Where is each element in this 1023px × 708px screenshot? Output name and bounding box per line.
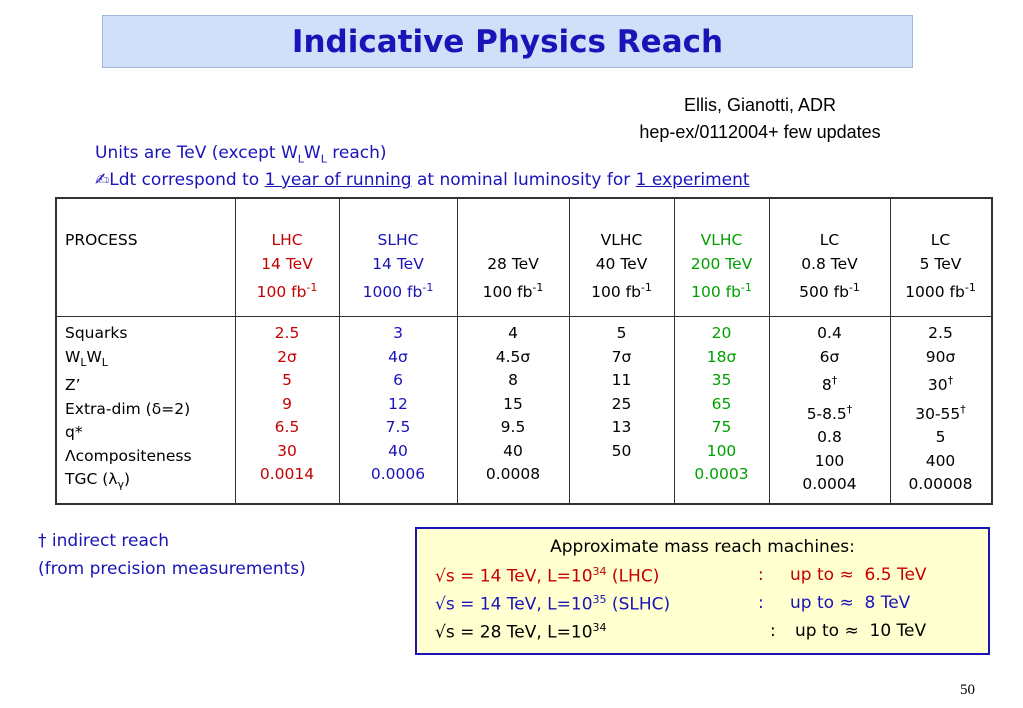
column-header-lc-5: LC 5 TeV 1000 fb-1 xyxy=(905,231,976,302)
mass-reach-row-28tev: √s = 28 TeV, L=1034 : up to ≈ 10 TeV xyxy=(435,621,927,643)
values-vlhc-200: 20 18σ 35 65 75 100 0.0003 xyxy=(694,324,749,483)
page-number: 50 xyxy=(960,682,975,698)
values-vlhc-40: 5 7σ 11 25 13 50 xyxy=(611,324,632,460)
values-slhc: 3 4σ 6 12 7.5 40 0.0006 xyxy=(370,324,426,483)
values-lc-08: 0.4 6σ 8† 5-8.5† 0.8 100 0.0004 xyxy=(802,324,857,494)
physics-reach-table: PROCESS LHC 14 TeV 100 fb-1 SLHC 14 TeV … xyxy=(55,197,993,505)
column-header-vlhc-40: VLHC 40 TeV 100 fb-1 xyxy=(591,231,652,302)
luminosity-note: ✍Ldt correspond to 1 year of running at … xyxy=(95,170,750,190)
title-bar: Indicative Physics Reach xyxy=(102,15,913,68)
column-header-lc-08: LC 0.8 TeV 500 fb-1 xyxy=(799,231,860,302)
pen-icon: ✍ xyxy=(95,170,110,190)
reference-authors: Ellis, Gianotti, ADR xyxy=(683,95,837,115)
indirect-reach-note: † indirect reach (from precision measure… xyxy=(38,531,306,579)
values-28tev: 4 4.5σ 8 15 9.5 40 0.0008 xyxy=(485,324,541,483)
reference-arxiv: hep-ex/0112004+ few updates xyxy=(639,122,881,142)
mass-reach-row-lhc: √s = 14 TeV, L=1034 (LHC) : up to ≈ 6.5 … xyxy=(435,565,927,587)
page-title: Indicative Physics Reach xyxy=(291,23,724,60)
mass-reach-box: Approximate mass reach machines: √s = 14… xyxy=(415,527,990,655)
column-header-28tev: 28 TeV 100 fb-1 xyxy=(482,254,544,302)
values-lhc: 2.5 2σ 5 9 6.5 30 0.0014 xyxy=(259,324,315,483)
units-note: Units are TeV (except WLWL reach) xyxy=(95,143,387,166)
process-header: PROCESS xyxy=(65,231,138,249)
mass-reach-row-slhc: √s = 14 TeV, L=1035 (SLHC) : up to ≈ 8 T… xyxy=(435,593,911,615)
process-list: Squarks WLWL Z’ Extra-dim (δ=2) q* Λcomp… xyxy=(65,324,192,492)
values-lc-5: 2.5 90σ 30† 30-55† 5 400 0.00008 xyxy=(908,324,973,494)
column-header-vlhc-200: VLHC 200 TeV 100 fb-1 xyxy=(690,231,753,302)
mass-reach-title: Approximate mass reach machines: xyxy=(550,537,855,557)
column-header-lhc: LHC 14 TeV 100 fb-1 xyxy=(256,231,318,302)
column-header-slhc: SLHC 14 TeV 1000 fb-1 xyxy=(362,231,434,302)
